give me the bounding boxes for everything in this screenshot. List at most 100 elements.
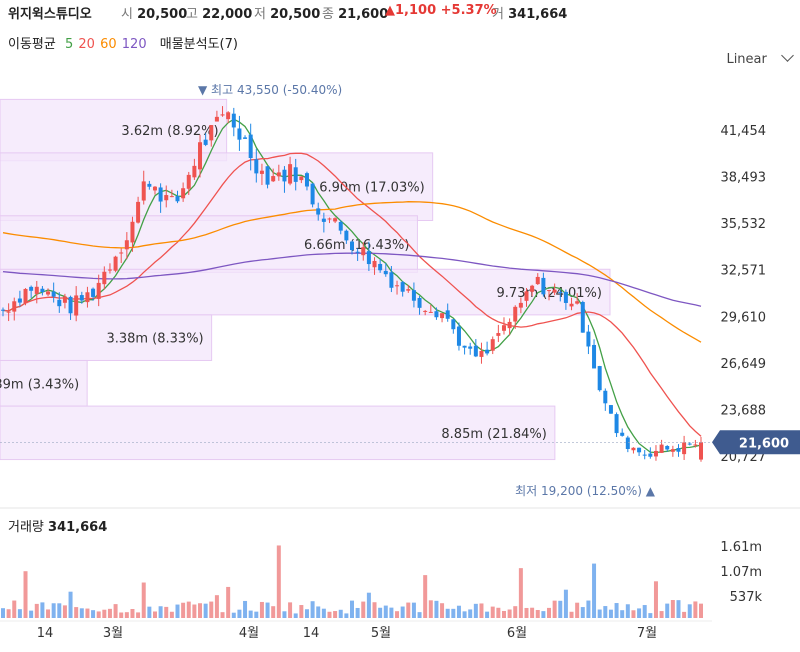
volume-bar (181, 602, 186, 618)
x-tick-label: 6월 (507, 626, 527, 641)
candle-body (507, 321, 512, 329)
volume-bar (462, 611, 467, 618)
candle-body (226, 112, 231, 120)
candle-body (406, 289, 411, 291)
volume-bar (136, 612, 141, 618)
candle-body (46, 291, 51, 295)
volume-bar (192, 604, 197, 618)
candle-body (378, 263, 383, 271)
y-tick-label: 29,610 (721, 310, 767, 325)
candle-body (124, 240, 129, 250)
candle-body (395, 285, 400, 287)
volume-bar (592, 563, 597, 618)
volume-bar (693, 601, 698, 618)
volume-bar (248, 610, 253, 618)
volume-bar (29, 610, 34, 618)
volume-bar (395, 611, 400, 618)
candle-body (699, 442, 703, 460)
candle-body (468, 346, 473, 349)
candle-body (451, 319, 456, 330)
volume-bar (85, 608, 90, 618)
volume-bar (304, 609, 309, 618)
volume-bar (547, 607, 552, 618)
candle-body (40, 288, 45, 292)
volume-bar (485, 611, 490, 618)
candle-body (214, 116, 219, 122)
volume-bar (580, 607, 585, 618)
volume-bar (209, 601, 214, 618)
volume-bar (468, 609, 473, 618)
volume-bar (699, 603, 703, 618)
volume-bar (271, 606, 276, 618)
candle-body (614, 414, 619, 434)
volume-bar (670, 600, 675, 618)
volume-bar (389, 607, 394, 618)
x-tick-label: 7월 (637, 626, 657, 641)
candle-body (1, 309, 5, 311)
volume-bar (321, 608, 326, 618)
candle-body (580, 301, 585, 333)
candle-body (445, 310, 450, 319)
candlesticks (1, 106, 703, 462)
candle-body (423, 310, 428, 312)
volume-bar (496, 607, 501, 618)
volume-bar (141, 582, 146, 618)
candle-body (243, 137, 248, 139)
candle-body (479, 351, 484, 357)
volume-bar (653, 581, 658, 618)
stock-header: 위지윅스튜디오 시 20,500 고 22,000 저 20,500 종 21,… (0, 0, 800, 26)
volume-bar (456, 605, 461, 618)
candle-body (383, 270, 388, 275)
volume-bar (91, 610, 96, 618)
candle-body (107, 269, 112, 271)
candle-body (96, 282, 101, 299)
volume-bar (107, 608, 112, 618)
candle-body (254, 159, 259, 174)
ma-20: 20 (78, 37, 95, 52)
volume-bar (490, 606, 495, 618)
volume-bar (231, 612, 236, 618)
candle-body (637, 447, 642, 453)
volume-bar (665, 603, 670, 618)
candle-body (310, 183, 315, 205)
up-triangle-icon: ▲ (385, 3, 395, 18)
candle-body (293, 167, 298, 182)
candle-body (485, 349, 490, 354)
y-tick-label: 41,454 (721, 124, 767, 139)
candle-body (676, 448, 681, 452)
candle-body (34, 286, 39, 294)
volume-bar (575, 602, 580, 618)
volume-bar (411, 602, 416, 618)
candle-body (130, 221, 135, 243)
high-price: 고 22,000 (186, 7, 253, 22)
volume-bar (1, 608, 5, 618)
candle-body (631, 447, 636, 451)
volume-bar (473, 603, 478, 618)
candle-body (513, 306, 518, 322)
candle-body (530, 285, 535, 292)
volume-bar (563, 589, 568, 618)
candle-body (490, 339, 495, 351)
candle-body (203, 139, 208, 145)
candle-body (175, 196, 180, 202)
candle-body (682, 442, 687, 455)
volume-bar (51, 603, 56, 618)
volume-bar (327, 611, 332, 618)
scale-dropdown[interactable]: Linear (726, 49, 794, 67)
candle-body (389, 272, 394, 288)
volume-profile-bar (0, 152, 434, 222)
volume-bar (130, 609, 135, 618)
volume-tick-label: 1.61m (720, 540, 762, 555)
volume-profile-label: 1.39m (3.43%) (0, 377, 79, 392)
volume-bar (6, 609, 11, 618)
candle-body (344, 230, 349, 241)
candle-body (282, 169, 287, 182)
ma-120: 120 (121, 37, 147, 52)
candle-body (220, 114, 225, 116)
volume-bar (479, 603, 484, 618)
candle-body (299, 176, 304, 181)
volume-bar (434, 600, 439, 618)
volume-profile-bar (0, 314, 213, 361)
candle-body (192, 165, 197, 178)
